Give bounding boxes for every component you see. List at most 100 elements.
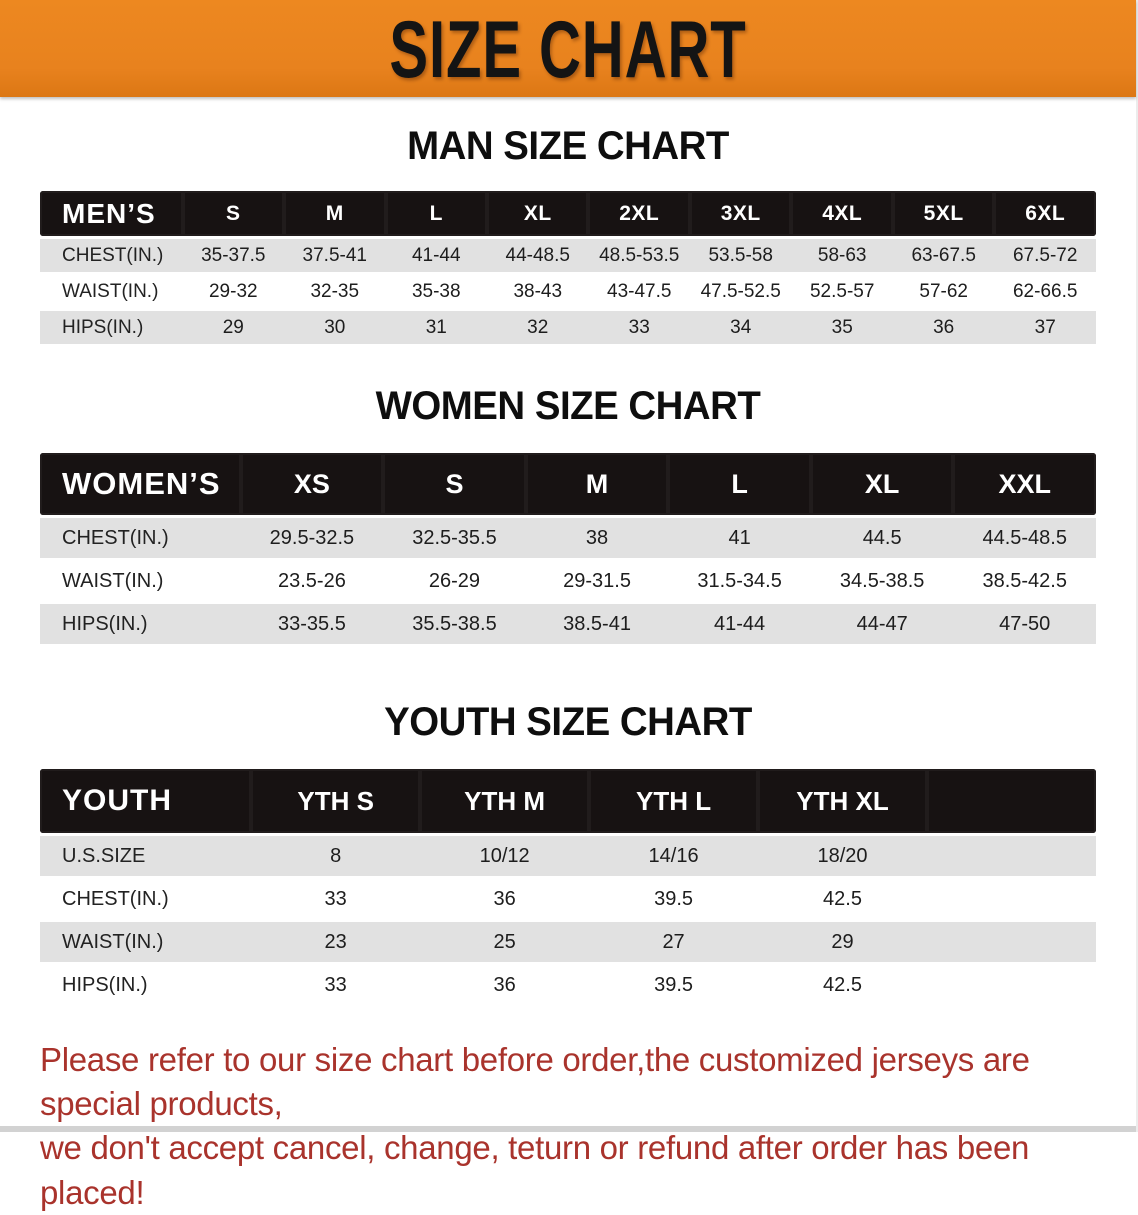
size-value-cell: 32.5-35.5 [383,518,526,558]
size-value-cell: 25 [420,922,590,962]
size-column-header: L [668,453,811,515]
size-value-cell: 35-38 [385,275,487,308]
row-label: CHEST(IN.) [40,239,183,272]
table-row: CHEST(IN.) 33 36 39.5 42.5 [40,879,1096,919]
table-row: CHEST(IN.) 35-37.5 37.5-41 41-44 44-48.5 48.5… [40,239,1096,272]
size-value-cell: 29-31.5 [525,561,669,601]
size-value-cell: 14/16 [589,836,759,876]
size-chart-banner: SIZE CHART [0,0,1136,97]
size-column-header: S [182,191,285,236]
size-column-header: YTH M [420,769,590,833]
womens-size-table: WOMEN’S XS S M L XL XXL CHEST(IN.) 29.5-32.5 32.… [40,450,1096,647]
row-label: HIPS(IN.) [40,965,252,1005]
size-value-cell: 37 [994,311,1096,344]
size-column-header: M [525,453,669,515]
banner-title: SIZE CHART [389,3,747,94]
size-value-cell: 34.5-38.5 [810,561,954,601]
size-value-cell: 58-63 [791,239,893,272]
size-value-cell: 47.5-52.5 [689,275,792,308]
row-label: WAIST(IN.) [40,561,241,601]
size-value-cell: 33 [588,311,690,344]
size-value-cell: 38-43 [487,275,589,308]
size-value-cell: 26-29 [383,561,526,601]
size-value-cell [927,965,1096,1005]
size-value-cell: 52.5-57 [791,275,893,308]
size-value-cell: 23.5-26 [240,561,384,601]
size-value-cell: 33 [251,965,421,1005]
size-value-cell: 33-35.5 [240,604,384,644]
table-group-label: WOMEN’S [40,453,241,515]
row-label: U.S.SIZE [40,836,252,876]
image-bottom-edge [0,1126,1136,1132]
table-row: CHEST(IN.) 29.5-32.5 32.5-35.5 38 41 44.5 44.5… [40,518,1096,558]
size-value-cell: 27 [589,922,759,962]
size-value-cell [927,836,1096,876]
size-value-cell: 47-50 [953,604,1096,644]
size-column-header: 6XL [994,191,1096,236]
mens-size-table: MEN’S S M L XL 2XL 3XL 4XL 5XL 6XL CHEST(IN.) 35-3… [40,188,1096,347]
womens-table-header-row: WOMEN’S XS S M L XL XXL [40,453,1096,515]
size-value-cell: 10/12 [420,836,590,876]
size-value-cell: 67.5-72 [994,239,1096,272]
size-column-header: XS [240,453,384,515]
table-row: WAIST(IN.) 23 25 27 29 [40,922,1096,962]
size-value-cell: 31.5-34.5 [668,561,811,601]
table-row: HIPS(IN.) 33-35.5 35.5-38.5 38.5-41 41-44 44-… [40,604,1096,644]
size-value-cell: 36 [420,965,590,1005]
size-value-cell: 63-67.5 [892,239,995,272]
mens-table-header-row: MEN’S S M L XL 2XL 3XL 4XL 5XL 6XL [40,191,1096,236]
row-label: CHEST(IN.) [40,879,252,919]
size-value-cell: 30 [284,311,386,344]
size-value-cell: 44-48.5 [487,239,589,272]
size-value-cell: 44.5 [810,518,954,558]
size-column-header: 5XL [892,191,995,236]
size-value-cell: 29 [758,922,927,962]
size-column-header: 3XL [689,191,792,236]
size-column-header: XL [487,191,589,236]
size-value-cell [927,922,1096,962]
size-value-cell: 39.5 [589,879,759,919]
size-value-cell: 29 [182,311,285,344]
row-label: HIPS(IN.) [40,604,241,644]
row-label: WAIST(IN.) [40,275,183,308]
size-column-header [927,769,1096,833]
size-value-cell: 32 [487,311,589,344]
size-value-cell: 43-47.5 [588,275,690,308]
size-column-header: YTH S [251,769,421,833]
size-value-cell: 35-37.5 [182,239,285,272]
youth-size-table: YOUTH YTH S YTH M YTH L YTH XL U.S.SIZE 8 10/1… [40,766,1096,1008]
size-value-cell: 18/20 [758,836,927,876]
size-value-cell: 44-47 [810,604,954,644]
size-value-cell: 41 [668,518,811,558]
size-value-cell [927,879,1096,919]
size-column-header: XL [810,453,954,515]
size-column-header: S [383,453,526,515]
size-value-cell: 32-35 [284,275,386,308]
size-value-cell: 53.5-58 [689,239,792,272]
table-group-label: YOUTH [40,769,252,833]
youth-table-header-row: YOUTH YTH S YTH M YTH L YTH XL [40,769,1096,833]
table-row: HIPS(IN.) 33 36 39.5 42.5 [40,965,1096,1005]
size-value-cell: 48.5-53.5 [588,239,690,272]
size-column-header: 4XL [791,191,893,236]
size-column-header: 2XL [588,191,690,236]
table-row: WAIST(IN.) 23.5-26 26-29 29-31.5 31.5-34.5 34… [40,561,1096,601]
disclaimer-line-1: Please refer to our size chart before or… [40,1041,1030,1123]
size-column-header: YTH L [589,769,759,833]
size-value-cell: 38.5-41 [525,604,669,644]
row-label: HIPS(IN.) [40,311,183,344]
size-value-cell: 37.5-41 [284,239,386,272]
size-value-cell: 35 [791,311,893,344]
size-value-cell: 62-66.5 [994,275,1096,308]
table-row: HIPS(IN.) 29 30 31 32 33 34 35 36 37 [40,311,1096,344]
size-value-cell: 42.5 [758,879,927,919]
size-column-header: YTH XL [758,769,927,833]
man-size-chart-heading: MAN SIZE CHART [407,124,729,168]
size-column-header: M [284,191,386,236]
size-value-cell: 29-32 [182,275,285,308]
disclaimer-line-2: we don't accept cancel, change, teturn o… [40,1129,1030,1211]
women-size-chart-heading: WOMEN SIZE CHART [375,384,761,428]
size-value-cell: 57-62 [892,275,995,308]
size-value-cell: 41-44 [385,239,487,272]
size-value-cell: 29.5-32.5 [240,518,384,558]
